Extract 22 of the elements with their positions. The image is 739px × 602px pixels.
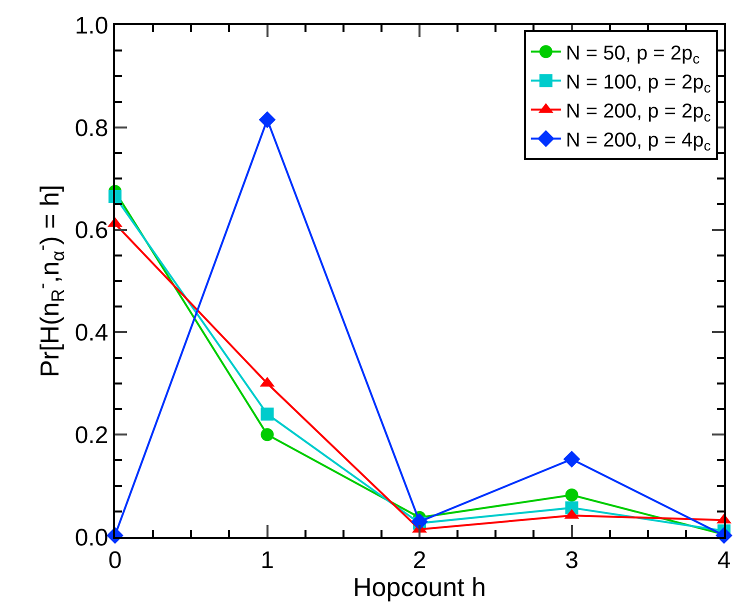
point [411,513,428,530]
point [258,111,276,128]
y-tick-label: 0.2 [74,422,108,449]
x-tick-label: 1 [260,546,274,574]
legend-label: N = 100, p = 2p$_{c}$ [566,71,711,96]
y-tick-label: 0.0 [74,524,108,552]
y-tick-label: 0.8 [74,114,108,142]
point [565,488,578,502]
x-axis-title: Hopcount h [353,572,486,602]
y-tick-label: 1.0 [74,12,108,40]
legend-label: N = 200, p = 4p$_{c}$ [566,129,711,154]
legend-label: N = 200, p = 2p$_{c}$ [566,100,711,125]
point [563,450,580,468]
x-tick-label: 4 [717,546,731,574]
x-tick-label: 2 [412,546,426,574]
y-tick-label: 0.4 [74,320,108,347]
x-tick-label: 0 [108,546,122,574]
point [260,408,274,421]
point [260,428,274,442]
x-tick-label: 3 [565,546,578,574]
legend-label: N = 50, p = 2p$_{c}$ [566,42,700,67]
y-tick-label: 0.6 [74,217,108,244]
